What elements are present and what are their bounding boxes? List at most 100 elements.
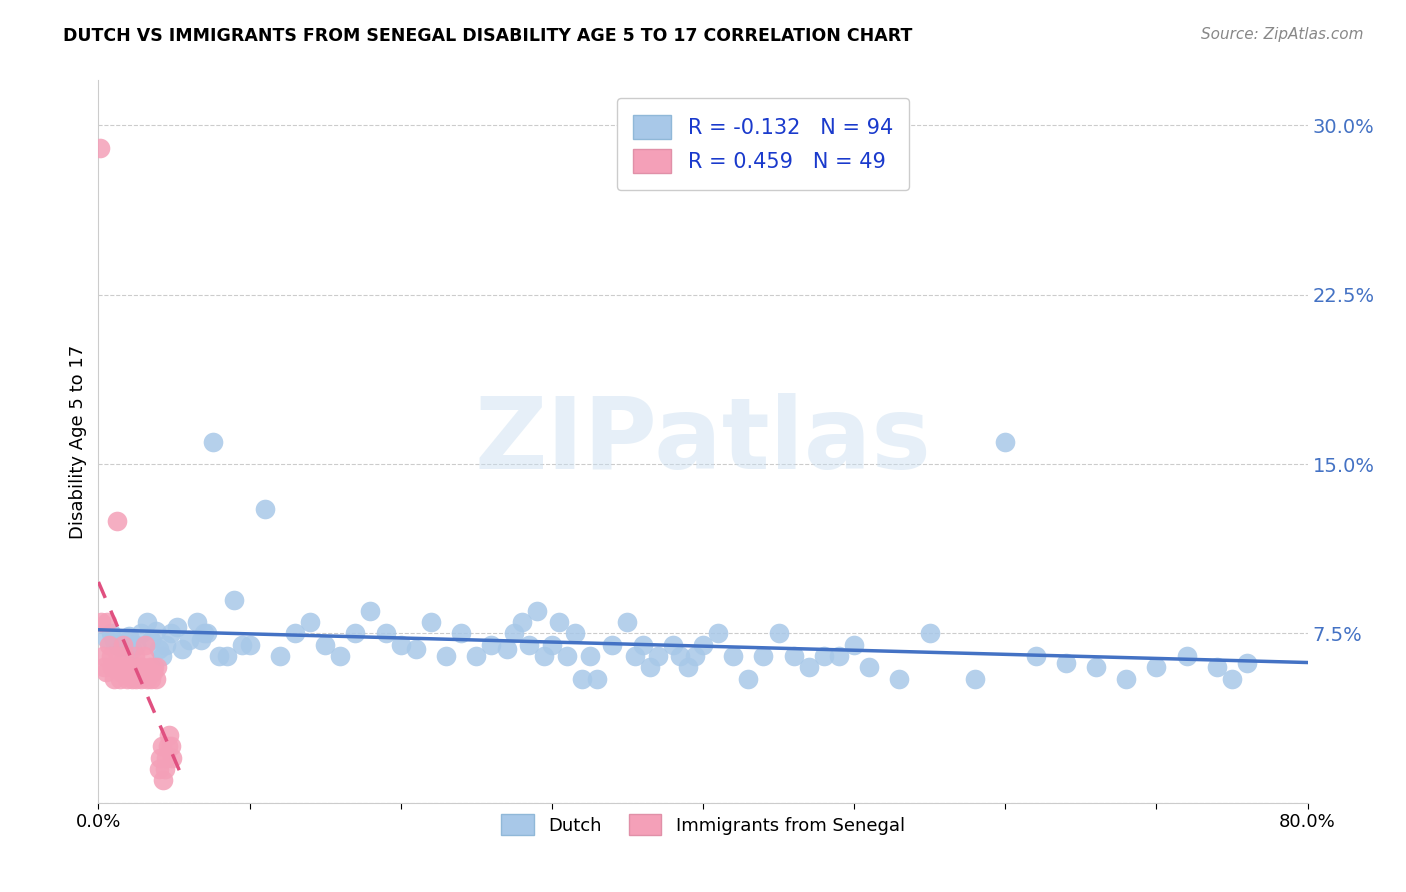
Point: [148, 762, 170, 776]
Point: [685, 648, 707, 663]
Point: [96, 615, 118, 630]
Point: [224, 592, 246, 607]
Point: [1115, 672, 1137, 686]
Y-axis label: Disability Age 5 to 17: Disability Age 5 to 17: [69, 344, 87, 539]
Point: [114, 635, 136, 649]
Point: [828, 648, 851, 663]
Point: [692, 638, 714, 652]
Point: [602, 638, 624, 652]
Point: [889, 672, 911, 686]
Point: [405, 642, 427, 657]
Point: [179, 633, 201, 648]
Point: [638, 660, 661, 674]
Point: [94, 631, 117, 645]
Point: [193, 626, 215, 640]
Point: [150, 648, 173, 663]
Point: [170, 642, 193, 657]
Point: [110, 640, 132, 654]
Point: [160, 626, 183, 640]
Point: [1144, 660, 1167, 674]
Point: [723, 648, 745, 663]
Text: ZIPatlas: ZIPatlas: [475, 393, 931, 490]
Point: [105, 514, 128, 528]
Point: [707, 626, 730, 640]
Point: [1175, 648, 1198, 663]
Point: [134, 638, 156, 652]
Point: [135, 615, 157, 630]
Point: [202, 434, 225, 449]
Point: [578, 648, 600, 663]
Point: [965, 672, 987, 686]
Point: [125, 672, 148, 686]
Point: [153, 762, 176, 776]
Point: [517, 638, 540, 652]
Point: [155, 750, 177, 764]
Point: [100, 648, 122, 663]
Point: [122, 660, 145, 674]
Point: [141, 672, 163, 686]
Point: [533, 648, 555, 663]
Point: [118, 660, 141, 674]
Point: [132, 648, 155, 663]
Point: [125, 638, 148, 652]
Point: [465, 648, 488, 663]
Point: [329, 648, 352, 663]
Point: [1236, 656, 1258, 670]
Point: [434, 648, 457, 663]
Point: [858, 660, 880, 674]
Point: [1220, 672, 1243, 686]
Point: [108, 672, 131, 686]
Point: [555, 648, 578, 663]
Point: [208, 648, 231, 663]
Point: [90, 615, 112, 630]
Point: [253, 502, 276, 516]
Point: [101, 660, 124, 674]
Point: [481, 638, 503, 652]
Point: [540, 638, 562, 652]
Point: [215, 648, 238, 663]
Point: [495, 642, 517, 657]
Point: [162, 750, 184, 764]
Point: [145, 672, 167, 686]
Point: [105, 638, 128, 652]
Point: [155, 638, 177, 652]
Point: [121, 642, 143, 657]
Point: [231, 638, 253, 652]
Point: [156, 739, 179, 754]
Point: [118, 629, 141, 643]
Point: [503, 626, 526, 640]
Point: [450, 626, 472, 640]
Point: [374, 626, 396, 640]
Point: [526, 604, 548, 618]
Point: [131, 660, 153, 674]
Point: [564, 626, 586, 640]
Point: [150, 739, 173, 754]
Point: [100, 626, 122, 640]
Point: [420, 615, 443, 630]
Point: [143, 660, 166, 674]
Point: [676, 660, 699, 674]
Point: [616, 615, 638, 630]
Point: [142, 665, 165, 679]
Point: [269, 648, 291, 663]
Point: [111, 638, 134, 652]
Point: [284, 626, 307, 640]
Point: [124, 648, 146, 663]
Point: [160, 739, 183, 754]
Point: [768, 626, 790, 640]
Point: [103, 672, 125, 686]
Point: [112, 648, 135, 663]
Point: [783, 648, 806, 663]
Point: [127, 660, 149, 674]
Point: [98, 638, 121, 652]
Point: [389, 638, 412, 652]
Point: [89, 141, 111, 155]
Point: [844, 638, 866, 652]
Point: [104, 660, 127, 674]
Point: [918, 626, 941, 640]
Point: [510, 615, 533, 630]
Point: [128, 665, 150, 679]
Point: [299, 615, 322, 630]
Point: [190, 633, 212, 648]
Point: [360, 604, 382, 618]
